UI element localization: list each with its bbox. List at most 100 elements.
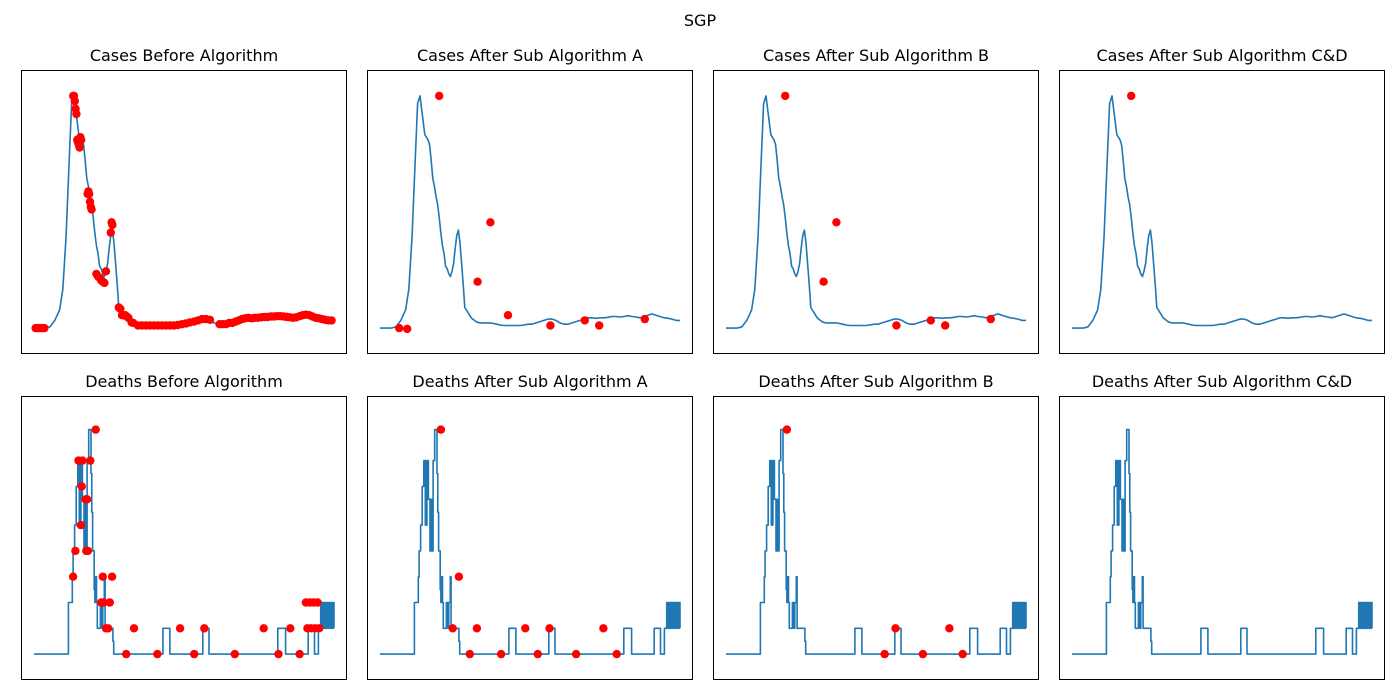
axes-frame <box>367 70 693 354</box>
anomaly-point <box>819 277 828 286</box>
anomaly-point <box>941 321 950 330</box>
panel-title: Cases Before Algorithm <box>90 46 278 65</box>
anomaly-point <box>315 624 324 633</box>
anomaly-point <box>545 624 554 633</box>
panel-deaths-before-algorithm: Deaths Before Algorithm <box>21 372 347 680</box>
anomaly-point <box>486 218 495 227</box>
anomaly-point <box>101 267 111 276</box>
panel-cases-after-sub-algorithm-a: Cases After Sub Algorithm A <box>367 46 693 354</box>
panel-cases-before-algorithm: Cases Before Algorithm <box>21 46 347 354</box>
anomaly-point <box>533 649 542 659</box>
anomaly-point <box>77 482 86 491</box>
anomaly-point <box>77 135 86 144</box>
anomaly-point <box>465 649 474 659</box>
anomaly-point <box>205 315 215 324</box>
anomaly-point <box>612 649 621 659</box>
panel-deaths-after-sub-algorithm-a: Deaths After Sub Algorithm A <box>367 372 693 680</box>
anomaly-point <box>448 624 457 633</box>
anomaly-point <box>958 649 967 659</box>
anomaly-point <box>781 91 790 101</box>
anomaly-point <box>640 314 649 324</box>
anomaly-point <box>76 520 86 530</box>
series-line <box>726 428 1027 655</box>
anomaly-point <box>70 96 80 106</box>
anomaly-point <box>473 277 482 286</box>
anomaly-point <box>100 278 109 288</box>
anomaly-point <box>521 624 530 633</box>
anomaly-point <box>122 649 131 659</box>
anomaly-point <box>496 649 506 659</box>
anomaly-point <box>891 624 900 633</box>
panel-cases-after-sub-algorithm-b: Cases After Sub Algorithm B <box>713 46 1039 354</box>
anomaly-point <box>454 572 464 581</box>
axes-frame <box>21 70 347 354</box>
anomaly-point <box>599 624 608 633</box>
anomaly-point <box>91 425 100 434</box>
anomaly-point <box>986 314 995 324</box>
anomaly-point <box>230 649 239 659</box>
anomaly-point <box>99 598 108 607</box>
anomaly-point <box>286 624 295 633</box>
axes-frame <box>21 396 347 680</box>
anomaly-point <box>86 456 95 465</box>
anomaly-point <box>926 316 935 325</box>
anomaly-point <box>108 220 117 230</box>
anomaly-point <box>78 456 87 465</box>
anomaly-point <box>129 624 139 633</box>
anomaly-point <box>85 189 94 199</box>
axes-frame <box>367 396 693 680</box>
axes-frame <box>1059 70 1385 354</box>
anomaly-point <box>175 624 185 633</box>
anomaly-point <box>313 598 322 607</box>
panel-cases-after-sub-algorithm-candd: Cases After Sub Algorithm C&D <box>1059 46 1385 354</box>
anomaly-point <box>918 649 928 659</box>
axes-frame <box>713 396 1039 680</box>
anomaly-point <box>1127 91 1136 101</box>
panel-title: Deaths After Sub Algorithm A <box>412 372 647 391</box>
anomaly-point <box>72 109 81 119</box>
anomaly-point <box>71 546 80 556</box>
anomaly-point <box>274 649 283 659</box>
anomaly-point <box>945 624 954 633</box>
anomaly-point <box>571 649 581 659</box>
anomaly-point <box>104 624 113 633</box>
series-line <box>380 95 680 329</box>
axes-frame <box>1059 396 1385 680</box>
panel-title: Deaths Before Algorithm <box>85 372 283 391</box>
anomaly-point <box>327 316 336 325</box>
anomaly-point <box>83 546 93 556</box>
anomaly-point <box>68 572 78 581</box>
series-line <box>380 428 681 655</box>
panel-title: Cases After Sub Algorithm B <box>763 46 989 65</box>
anomaly-point <box>395 323 404 333</box>
anomaly-point <box>435 91 444 101</box>
anomaly-point <box>295 649 304 659</box>
anomaly-point <box>40 323 49 333</box>
anomaly-point <box>75 143 84 152</box>
panel-title: Deaths After Sub Algorithm B <box>758 372 993 391</box>
panel-title: Cases After Sub Algorithm A <box>417 46 643 65</box>
series-line <box>34 95 334 329</box>
anomaly-point <box>832 218 841 227</box>
anomaly-point <box>116 304 125 313</box>
anomaly-point <box>892 321 901 330</box>
anomaly-point <box>403 324 412 334</box>
series-line <box>1072 95 1372 329</box>
anomaly-point <box>503 311 513 320</box>
anomaly-point <box>436 425 446 434</box>
figure-title: SGP <box>683 11 717 30</box>
anomaly-point <box>595 321 604 330</box>
anomaly-point <box>87 205 96 214</box>
panel-deaths-after-sub-algorithm-candd: Deaths After Sub Algorithm C&D <box>1059 372 1385 680</box>
panel-title: Deaths After Sub Algorithm C&D <box>1092 372 1352 391</box>
anomaly-point <box>880 649 889 659</box>
anomaly-point <box>782 425 792 434</box>
panel-title: Cases After Sub Algorithm C&D <box>1096 46 1347 65</box>
anomaly-point <box>546 321 555 330</box>
anomaly-point <box>259 624 268 633</box>
axes-frame <box>713 70 1039 354</box>
anomaly-point <box>107 572 117 581</box>
panel-deaths-after-sub-algorithm-b: Deaths After Sub Algorithm B <box>713 372 1039 680</box>
